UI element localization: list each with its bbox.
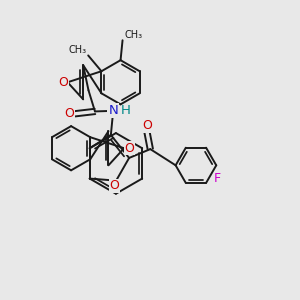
Text: O: O: [65, 107, 75, 120]
Text: N: N: [108, 104, 118, 117]
Text: O: O: [142, 119, 152, 132]
Text: CH₃: CH₃: [125, 30, 143, 40]
Text: F: F: [214, 172, 221, 185]
Text: H: H: [121, 104, 131, 117]
Text: O: O: [58, 76, 68, 89]
Text: CH₃: CH₃: [69, 45, 87, 55]
Text: O: O: [124, 142, 134, 155]
Text: O: O: [110, 179, 120, 192]
